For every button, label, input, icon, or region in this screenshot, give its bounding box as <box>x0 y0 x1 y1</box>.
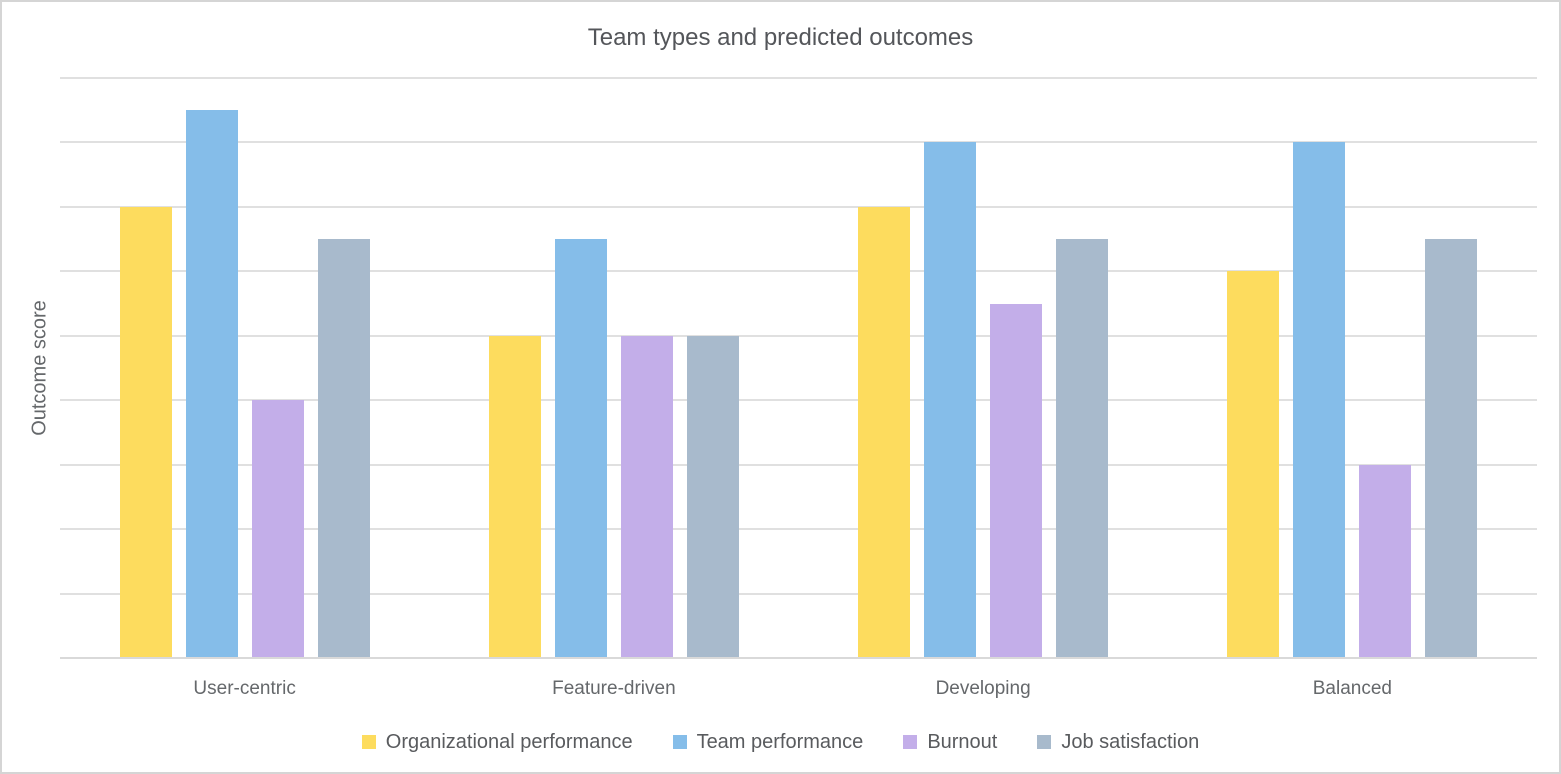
legend-label: Organizational performance <box>385 730 633 753</box>
x-axis-label-developing: Developing <box>935 678 1031 699</box>
x-axis-label-user-centric: User-centric <box>193 678 296 699</box>
bar-organizational-performance-feature-driven[interactable] <box>488 335 541 658</box>
bar-organizational-performance-balanced[interactable] <box>1227 271 1280 658</box>
bar-job-satisfaction-developing[interactable] <box>1056 239 1109 658</box>
bar-team-performance-user-centric[interactable] <box>185 110 238 658</box>
x-axis-label-balanced: Balanced <box>1312 678 1392 699</box>
bar-team-performance-developing[interactable] <box>924 142 977 658</box>
legend: Organizational performance Team performa… <box>2 728 1559 756</box>
bar-burnout-balanced[interactable] <box>1359 464 1412 658</box>
legend-item-team-performance: Team performance <box>672 730 864 754</box>
bar-organizational-performance-user-centric[interactable] <box>119 206 172 658</box>
gridline <box>60 270 1537 273</box>
x-axis-label-feature-driven: Feature-driven <box>552 678 676 699</box>
gridline <box>60 528 1537 531</box>
gridline <box>60 592 1537 595</box>
bar-job-satisfaction-balanced[interactable] <box>1425 239 1478 658</box>
bar-job-satisfaction-user-centric[interactable] <box>317 239 370 658</box>
x-axis-baseline <box>60 657 1537 659</box>
bar-burnout-developing[interactable] <box>990 303 1043 658</box>
gridline <box>60 205 1537 208</box>
bar-group-user-centric <box>60 78 429 658</box>
bar-group-developing <box>799 78 1168 658</box>
gridline <box>60 463 1537 466</box>
gridline <box>60 334 1537 337</box>
gridline <box>60 399 1537 402</box>
x-axis-labels: User-centric Feature-driven Developing B… <box>60 678 1537 700</box>
legend-label: Burnout <box>927 730 998 753</box>
legend-item-burnout: Burnout <box>903 731 997 754</box>
legend-swatch-icon <box>903 735 918 749</box>
plot-area <box>60 77 1537 659</box>
legend-swatch-icon <box>361 735 376 749</box>
legend-item-job-satisfaction: Job satisfaction <box>1037 731 1199 754</box>
bar-group-balanced <box>1168 78 1537 658</box>
bar-organizational-performance-developing[interactable] <box>858 206 911 658</box>
legend-swatch-icon <box>1037 735 1052 749</box>
bar-burnout-user-centric[interactable] <box>251 400 304 658</box>
legend-label: Team performance <box>696 730 864 753</box>
bar-burnout-feature-driven[interactable] <box>620 335 673 658</box>
gridline <box>60 141 1537 144</box>
bar-job-satisfaction-feature-driven[interactable] <box>686 335 739 658</box>
legend-swatch-icon <box>672 735 687 749</box>
gridline <box>60 77 1537 79</box>
legend-label: Job satisfaction <box>1061 730 1200 753</box>
bar-group-feature-driven <box>429 78 798 658</box>
bar-team-performance-feature-driven[interactable] <box>554 239 607 658</box>
chart-title: Team types and predicted outcomes <box>587 24 974 51</box>
legend-item-organizational-performance: Organizational performance <box>361 730 633 754</box>
y-axis-title: Outcome score <box>28 300 51 436</box>
bar-team-performance-balanced[interactable] <box>1293 142 1346 658</box>
